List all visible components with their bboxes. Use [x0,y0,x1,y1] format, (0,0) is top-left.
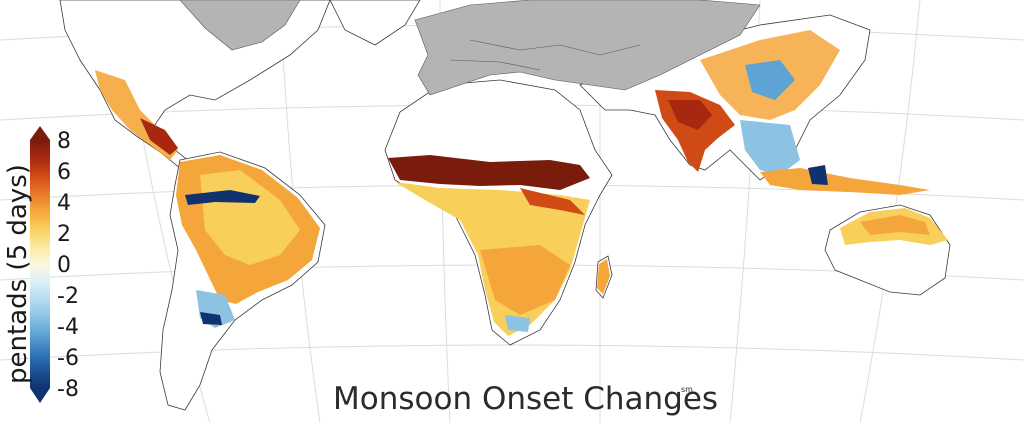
colorbar-tick-label: -6 [57,346,79,371]
colorbar-tick-label: 6 [57,160,71,185]
india-dark [668,100,712,130]
colorbar-tick-label: 0 [57,253,71,278]
colorbar-arrow-top [30,126,50,140]
colorbar-tick-label: -8 [57,377,79,402]
east-africa-positive [520,188,585,215]
south-africa-negative [505,315,530,332]
colorbar-tick-label: -2 [57,284,79,309]
map-title: Monsoon Onset Changes [333,381,718,417]
madagascar-field [597,259,610,294]
colorbar-tick-label: 4 [57,191,71,216]
colorbar-tick-label: 8 [57,129,71,154]
colorbar-tick-label: 2 [57,222,71,247]
europe-grey [414,0,761,96]
east-asia-negative [745,60,795,100]
colorbar-tick-label: -4 [57,315,79,340]
indonesia-field [760,168,930,195]
title-mark: sm [681,385,693,394]
central-america-positive [140,118,178,155]
colorbar-ticks: 8 6 4 2 0 -2 -4 -6 -8 [57,129,79,402]
colorbar: 8 6 4 2 0 -2 -4 -6 -8 [30,126,79,403]
north-america-grey [179,0,301,51]
greenland-land [329,0,421,46]
south-america-south-negative [200,312,222,325]
onset-change-fields [95,30,948,336]
southern-africa-field [480,245,570,315]
amazon-negative [185,190,260,205]
colorbar-body [30,140,50,388]
no-data-regions [179,0,761,96]
colorbar-unit-label: pentads (5 days) [3,164,33,384]
northern-australia-orange [860,215,930,235]
sahel-positive [388,155,590,190]
southeast-asia-field [740,120,800,175]
colorbar-arrow-bottom [30,388,50,403]
borneo-negative [808,165,828,185]
